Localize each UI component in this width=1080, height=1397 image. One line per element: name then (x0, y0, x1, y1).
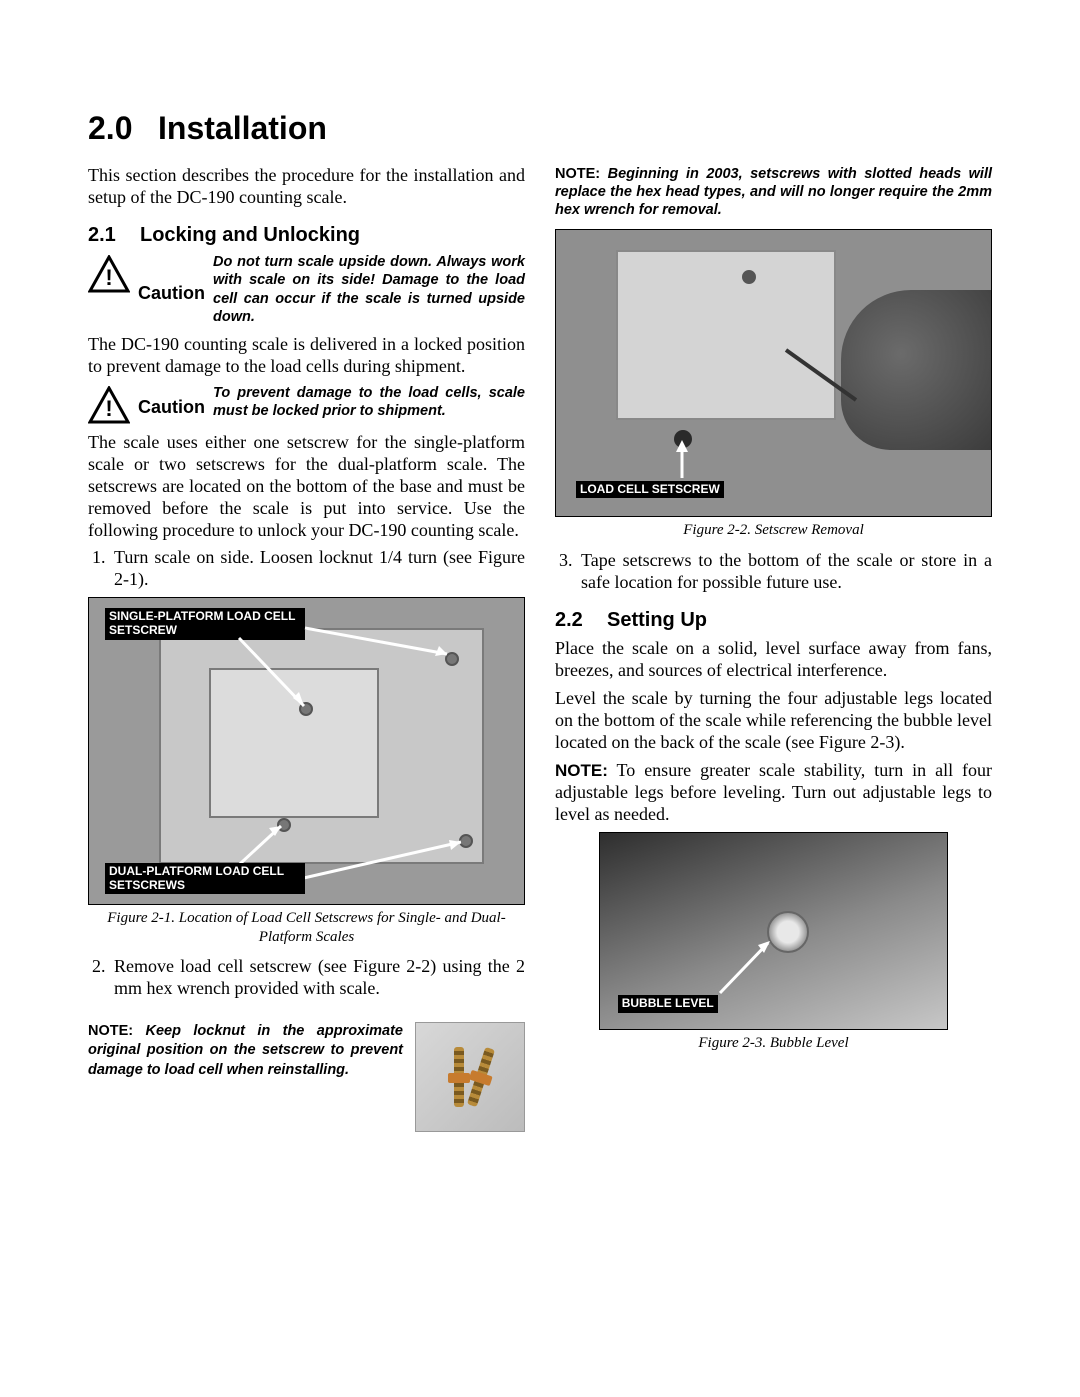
bolt-icon (454, 1047, 464, 1107)
caution-label: Caution (138, 283, 205, 305)
svg-text:!: ! (105, 265, 112, 290)
note-keep-locknut: NOTE: Keep locknut in the approximate or… (88, 1022, 525, 1132)
subsection-number: 2.2 (555, 608, 607, 632)
subsection-2-2-heading: 2.2Setting Up (555, 608, 992, 632)
svg-text:!: ! (105, 396, 112, 421)
caution-label: Caution (138, 397, 205, 419)
warning-triangle-icon: ! (88, 386, 130, 424)
subsection-2-1-heading: 2.1Locking and Unlocking (88, 223, 525, 247)
warning-triangle-icon: ! (88, 255, 130, 293)
note-lead: NOTE: (88, 1023, 133, 1039)
figure-label-bubble-level: BUBBLE LEVEL (618, 995, 718, 1013)
intro-paragraph: This section describes the procedure for… (88, 165, 525, 209)
subsection-title: Locking and Unlocking (140, 224, 360, 246)
note-text: NOTE: Keep locknut in the approximate or… (88, 1022, 403, 1081)
figure-2-3: BUBBLE LEVEL (599, 832, 949, 1030)
paragraph-place-scale: Place the scale on a solid, level surfac… (555, 638, 992, 682)
page: 2.0Installation This section describes t… (0, 0, 1080, 1192)
note-lead: NOTE: (555, 761, 608, 780)
figure-label-text: LOAD CELL SETSCREW (580, 482, 720, 496)
left-column: This section describes the procedure for… (88, 165, 525, 1132)
note-body: To ensure greater scale stability, turn … (555, 760, 992, 824)
two-column-layout: This section describes the procedure for… (88, 165, 992, 1132)
figure-2-1-caption: Figure 2-1. Location of Load Cell Setscr… (88, 909, 525, 946)
figure-arrow-icon (556, 230, 991, 516)
bolt-icon (467, 1047, 495, 1107)
figure-label-text: DUAL-PLATFORM LOAD CELL SETSCREWS (109, 864, 284, 892)
caution-text: To prevent damage to the load cells, sca… (213, 384, 525, 420)
right-column: NOTE: Beginning in 2003, setscrews with … (555, 165, 992, 1132)
subsection-number: 2.1 (88, 223, 140, 247)
figure-label-load-cell-setscrew: LOAD CELL SETSCREW (576, 481, 724, 499)
paragraph-setscrew-intro: The scale uses either one setscrew for t… (88, 432, 525, 542)
note-body: Keep locknut in the approximate original… (88, 1023, 403, 1078)
note-lead: NOTE: (555, 166, 600, 182)
caution-block-1: ! Caution Do not turn scale upside down.… (88, 253, 525, 326)
figure-label-text: BUBBLE LEVEL (622, 996, 714, 1010)
figure-2-2-caption: Figure 2-2. Setscrew Removal (555, 521, 992, 539)
subsection-title: Setting Up (607, 609, 707, 631)
note-body: Beginning in 2003, setscrews with slotte… (555, 166, 992, 218)
step-1: Turn scale on side. Loosen locknut 1/4 t… (110, 547, 525, 591)
setscrew-thumbnail-image (415, 1022, 525, 1132)
section-title-text: Installation (158, 110, 327, 146)
figure-2-1: SINGLE-PLATFORM LOAD CELL SETSCREW DUAL-… (88, 597, 525, 905)
section-number: 2.0 (88, 110, 158, 147)
note-stability: NOTE: To ensure greater scale stability,… (555, 760, 992, 826)
procedure-list-cont-2: Tape setscrews to the bottom of the scal… (577, 550, 992, 594)
step-2: Remove load cell setscrew (see Figure 2-… (110, 956, 525, 1000)
procedure-list: Turn scale on side. Loosen locknut 1/4 t… (110, 547, 525, 591)
paragraph-locked-delivery: The DC-190 counting scale is delivered i… (88, 334, 525, 378)
note-2003-setscrews: NOTE: Beginning in 2003, setscrews with … (555, 165, 992, 219)
figure-2-2: LOAD CELL SETSCREW (555, 229, 992, 517)
paragraph-level-scale: Level the scale by turning the four adju… (555, 688, 992, 754)
step-3: Tape setscrews to the bottom of the scal… (577, 550, 992, 594)
caution-text: Do not turn scale upside down. Always wo… (213, 253, 525, 326)
figure-label-dual-platform: DUAL-PLATFORM LOAD CELL SETSCREWS (105, 863, 305, 895)
section-heading: 2.0Installation (88, 110, 992, 147)
figure-arrows-icon (89, 598, 524, 904)
caution-block-2: ! Caution To prevent damage to the load … (88, 384, 525, 424)
figure-2-3-caption: Figure 2-3. Bubble Level (599, 1034, 949, 1052)
procedure-list-cont: Remove load cell setscrew (see Figure 2-… (110, 956, 525, 1000)
